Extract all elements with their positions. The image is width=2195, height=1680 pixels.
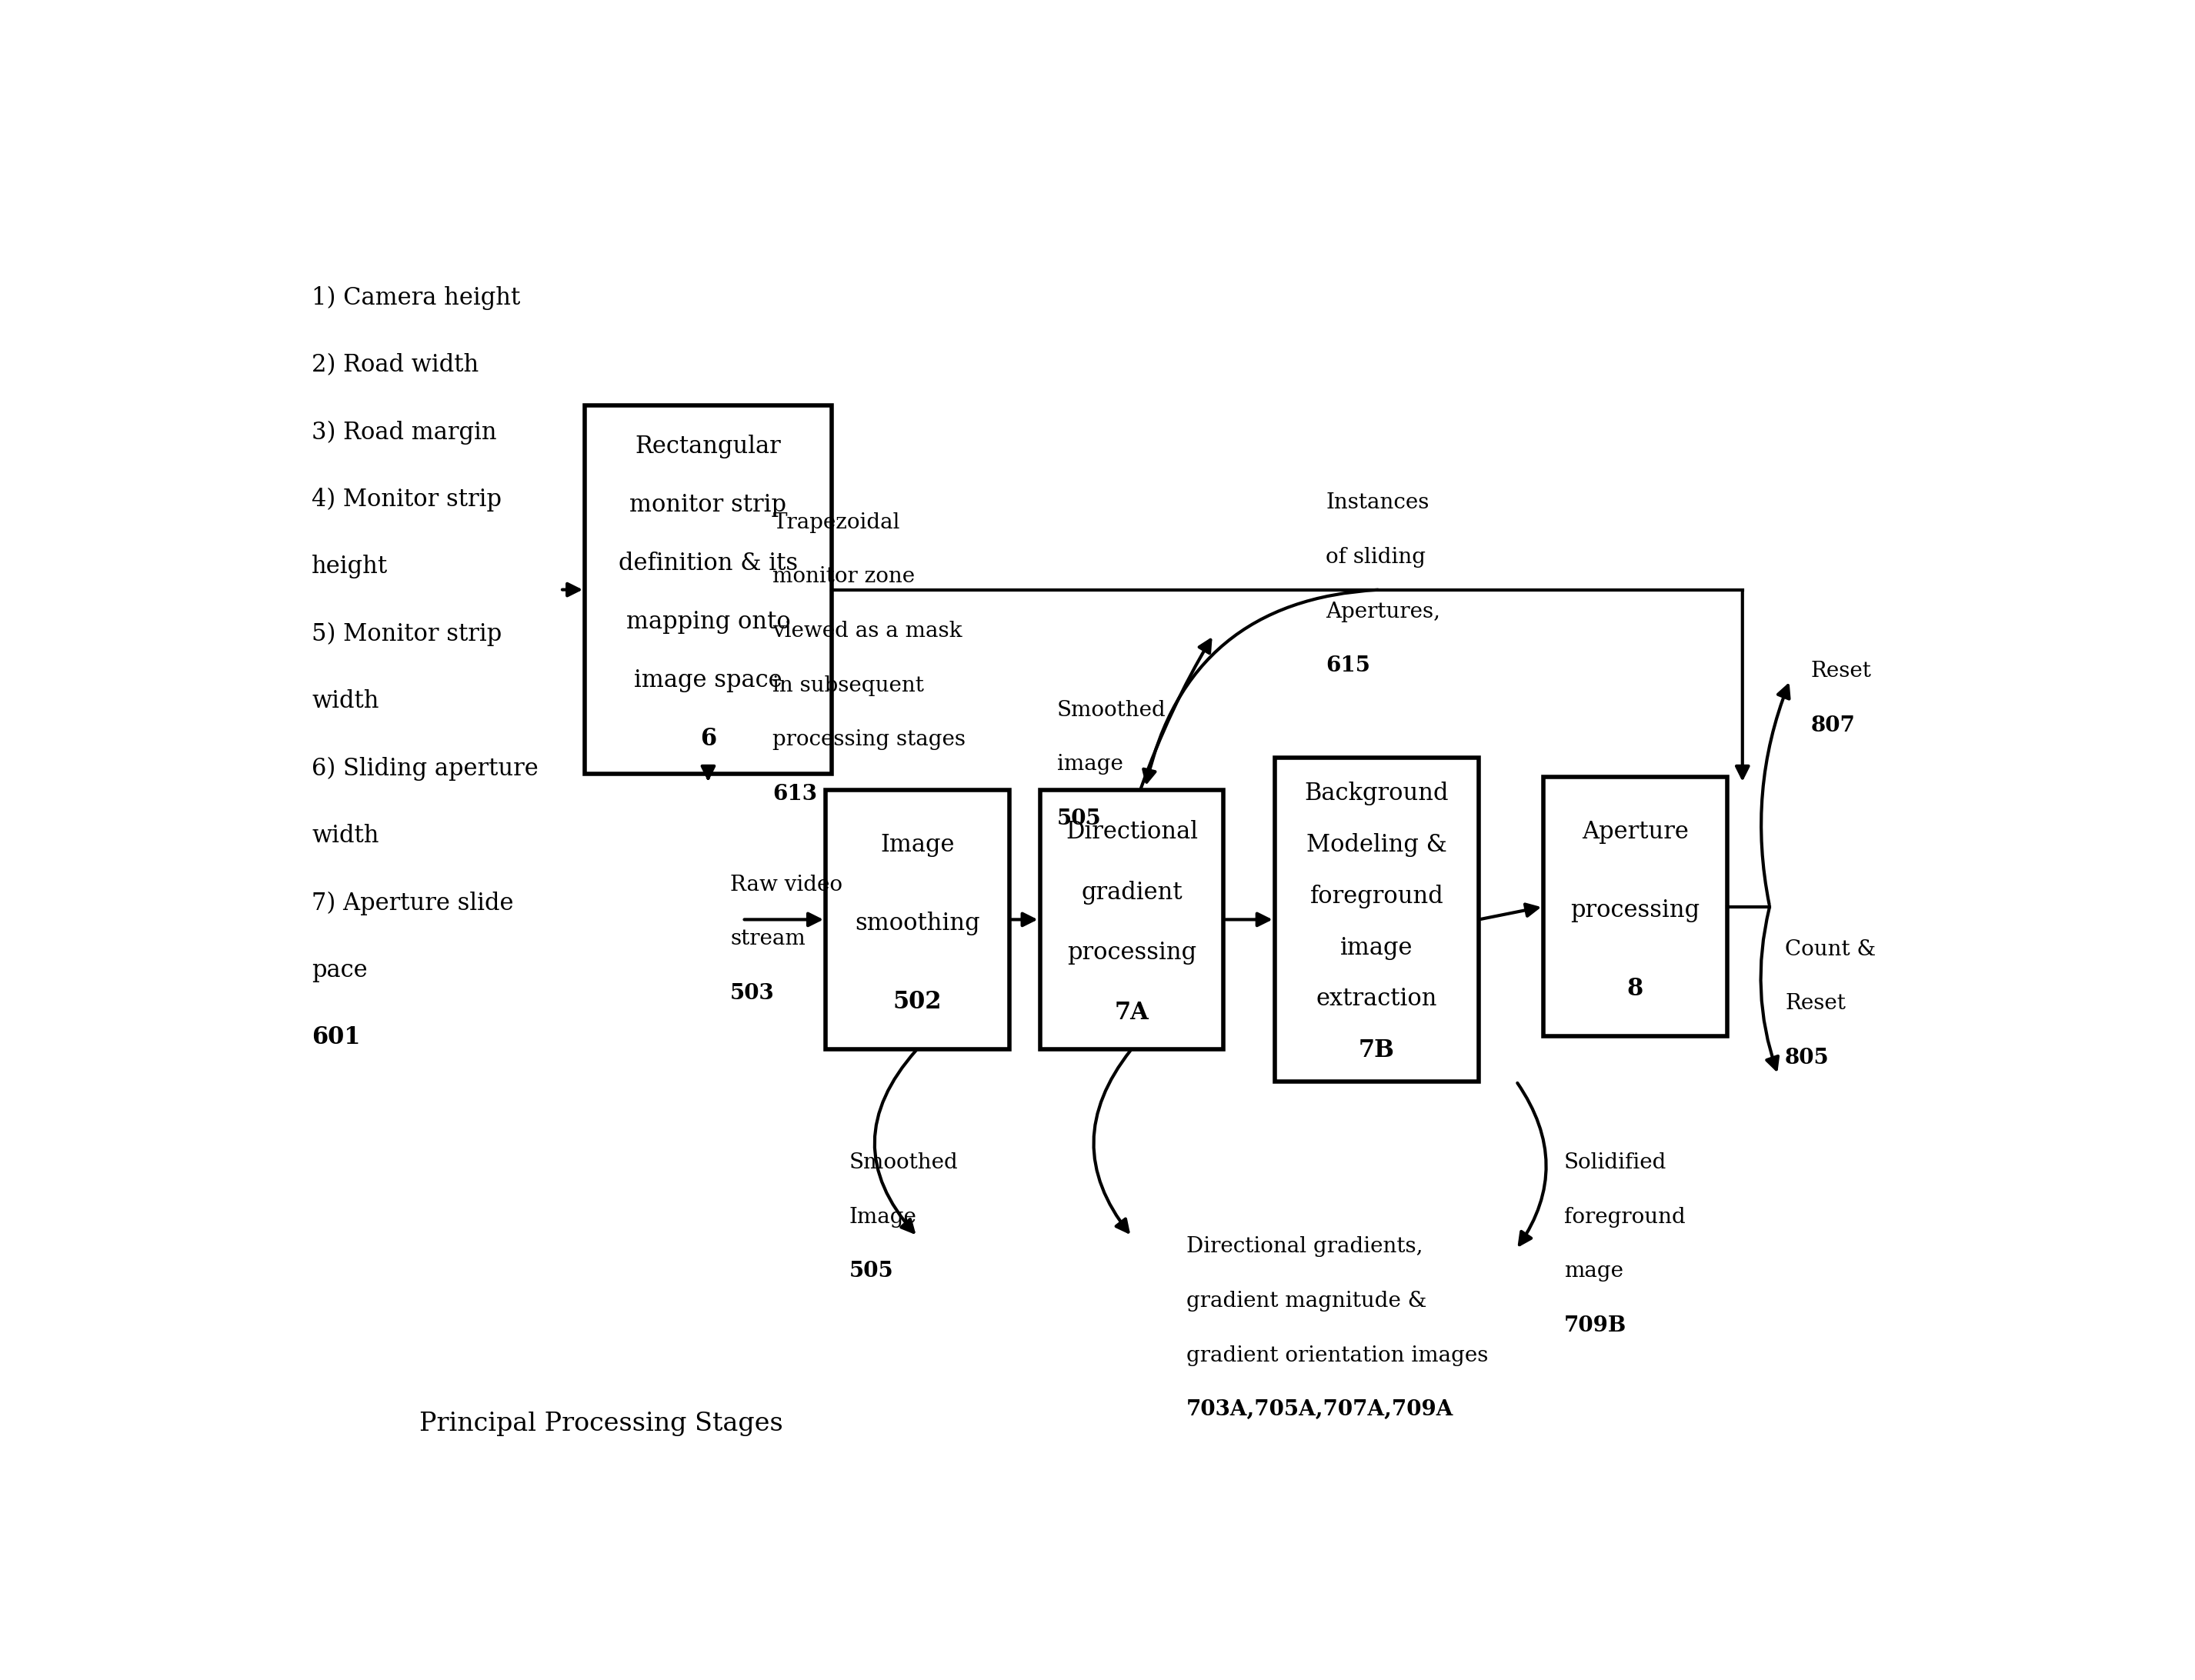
Text: Solidified: Solidified (1563, 1152, 1666, 1173)
Text: processing stages: processing stages (773, 729, 966, 751)
Text: image: image (1058, 754, 1124, 774)
Text: Image: Image (880, 833, 955, 857)
Text: monitor strip: monitor strip (630, 492, 786, 517)
Text: Apertures,: Apertures, (1326, 601, 1440, 622)
Text: Image: Image (849, 1206, 918, 1228)
Text: Rectangular: Rectangular (634, 435, 781, 459)
Text: stream: stream (731, 929, 806, 949)
Text: 6: 6 (700, 727, 716, 751)
Text: Count &: Count & (1785, 939, 1877, 959)
Text: Directional gradients,: Directional gradients, (1185, 1236, 1422, 1257)
Text: 502: 502 (893, 990, 942, 1013)
Text: 709B: 709B (1563, 1315, 1626, 1336)
Text: mapping onto: mapping onto (626, 610, 790, 633)
Text: image space: image space (634, 669, 781, 692)
Text: Directional: Directional (1065, 820, 1198, 845)
Text: Modeling &: Modeling & (1306, 833, 1447, 857)
Text: of sliding: of sliding (1326, 548, 1427, 568)
Text: 601: 601 (312, 1025, 360, 1050)
Text: 1) Camera height: 1) Camera height (312, 286, 520, 309)
Text: 805: 805 (1785, 1048, 1828, 1068)
Text: gradient magnitude &: gradient magnitude & (1185, 1290, 1427, 1312)
Text: 613: 613 (773, 783, 817, 805)
Text: 6) Sliding aperture: 6) Sliding aperture (312, 756, 538, 781)
Text: in subsequent: in subsequent (773, 675, 924, 696)
Text: Raw video: Raw video (731, 874, 843, 895)
Text: 2) Road width: 2) Road width (312, 353, 479, 376)
FancyBboxPatch shape (1543, 778, 1727, 1037)
Text: 7A: 7A (1115, 1001, 1148, 1025)
Text: 5) Monitor strip: 5) Monitor strip (312, 622, 503, 647)
Text: Aperture: Aperture (1583, 820, 1688, 843)
Text: Trapezoidal: Trapezoidal (773, 512, 900, 533)
Text: Reset: Reset (1785, 993, 1846, 1015)
FancyBboxPatch shape (825, 790, 1010, 1048)
Text: extraction: extraction (1317, 988, 1438, 1011)
Text: pace: pace (312, 958, 369, 983)
Text: gradient orientation images: gradient orientation images (1185, 1346, 1488, 1366)
Text: 7) Aperture slide: 7) Aperture slide (312, 890, 514, 916)
Text: monitor zone: monitor zone (773, 566, 915, 588)
FancyBboxPatch shape (1275, 758, 1479, 1082)
FancyBboxPatch shape (1040, 790, 1223, 1048)
Text: 505: 505 (849, 1262, 893, 1282)
Text: Background: Background (1304, 781, 1449, 806)
Text: definition & its: definition & its (619, 551, 797, 575)
Text: viewed as a mask: viewed as a mask (773, 620, 964, 642)
Text: Principal Processing Stages: Principal Processing Stages (419, 1411, 784, 1436)
Text: foreground: foreground (1310, 885, 1444, 909)
Text: Instances: Instances (1326, 492, 1429, 514)
Text: gradient: gradient (1082, 880, 1183, 904)
Text: 7B: 7B (1359, 1038, 1394, 1062)
Text: width: width (312, 689, 380, 712)
Text: smoothing: smoothing (854, 912, 979, 936)
Text: 4) Monitor strip: 4) Monitor strip (312, 487, 503, 511)
Text: Reset: Reset (1811, 660, 1870, 682)
Text: 703A,705A,707A,709A: 703A,705A,707A,709A (1185, 1399, 1453, 1420)
Text: 505: 505 (1058, 808, 1102, 828)
Text: mage: mage (1563, 1262, 1622, 1282)
Text: image: image (1341, 936, 1414, 959)
Text: processing: processing (1572, 899, 1699, 922)
Text: 615: 615 (1326, 655, 1370, 677)
Text: height: height (312, 554, 389, 578)
Text: foreground: foreground (1563, 1206, 1686, 1228)
Text: 503: 503 (731, 983, 775, 1003)
Text: width: width (312, 823, 380, 848)
Text: Smoothed: Smoothed (849, 1152, 959, 1173)
Text: processing: processing (1067, 941, 1196, 964)
Text: 8: 8 (1626, 978, 1644, 1001)
Text: Smoothed: Smoothed (1058, 699, 1166, 721)
Text: 807: 807 (1811, 716, 1855, 736)
FancyBboxPatch shape (584, 405, 832, 774)
Text: 3) Road margin: 3) Road margin (312, 420, 496, 444)
